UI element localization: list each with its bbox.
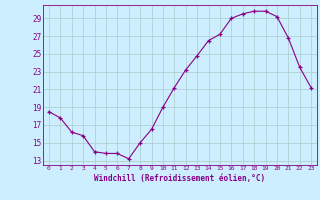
X-axis label: Windchill (Refroidissement éolien,°C): Windchill (Refroidissement éolien,°C) bbox=[94, 174, 266, 183]
